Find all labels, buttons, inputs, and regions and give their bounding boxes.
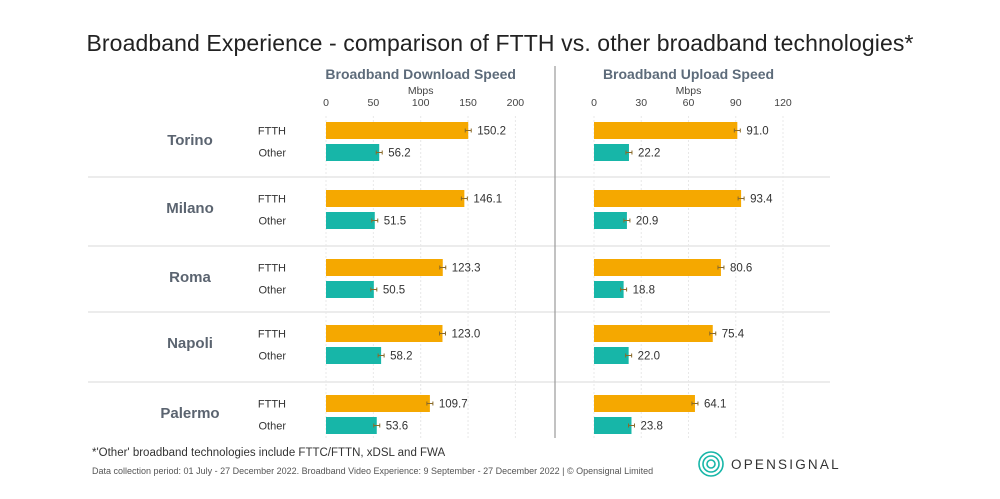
bar-other bbox=[326, 417, 377, 434]
unit-label: Mbps bbox=[676, 85, 702, 97]
tick-label: 90 bbox=[730, 97, 742, 109]
series-label-ftth: FTTH bbox=[258, 194, 286, 206]
bar-ftth bbox=[326, 190, 465, 207]
data-label: 109.7 bbox=[439, 399, 468, 411]
tick-label: 0 bbox=[323, 97, 329, 109]
tick-label: 30 bbox=[635, 97, 647, 109]
tick-label: 150 bbox=[459, 97, 477, 109]
series-label-ftth: FTTH bbox=[258, 399, 286, 411]
tick-label: 100 bbox=[412, 97, 430, 109]
series-label-other: Other bbox=[258, 148, 286, 160]
panel-title: Broadband Upload Speed bbox=[603, 66, 774, 82]
bar-ftth bbox=[326, 325, 443, 342]
opensignal-logo-icon bbox=[698, 451, 724, 477]
data-label: 58.2 bbox=[390, 351, 412, 363]
bar-other bbox=[326, 281, 374, 298]
footnote: *'Other' broadband technologies include … bbox=[92, 447, 446, 459]
data-label: 75.4 bbox=[722, 329, 745, 341]
unit-label: Mbps bbox=[408, 85, 434, 97]
data-label: 18.8 bbox=[633, 285, 655, 297]
data-label: 53.6 bbox=[386, 421, 408, 433]
data-label: 51.5 bbox=[384, 216, 406, 228]
brand-logo: OPENSIGNAL bbox=[697, 451, 847, 477]
bar-ftth bbox=[326, 259, 443, 276]
data-collection-note: Data collection period: 01 July - 27 Dec… bbox=[92, 466, 654, 476]
bar-other bbox=[594, 417, 632, 434]
bar-ftth bbox=[594, 325, 713, 342]
tick-label: 200 bbox=[507, 97, 525, 109]
bar-ftth bbox=[594, 122, 738, 139]
bar-other bbox=[594, 144, 629, 161]
data-label: 22.2 bbox=[638, 148, 660, 160]
series-label-other: Other bbox=[258, 285, 286, 297]
bar-other bbox=[326, 212, 375, 229]
city-label: Roma bbox=[169, 269, 211, 286]
series-label-ftth: FTTH bbox=[258, 126, 286, 138]
series-label-ftth: FTTH bbox=[258, 329, 286, 341]
series-label-other: Other bbox=[258, 216, 286, 228]
data-label: 91.0 bbox=[746, 126, 768, 138]
series-label-other: Other bbox=[258, 351, 286, 363]
data-label: 23.8 bbox=[640, 421, 662, 433]
tick-label: 120 bbox=[774, 97, 792, 109]
bar-other bbox=[326, 144, 380, 161]
panel-title: Broadband Download Speed bbox=[325, 66, 516, 82]
data-label: 20.9 bbox=[636, 216, 658, 228]
tick-label: 0 bbox=[591, 97, 597, 109]
chart-title: Broadband Experience - comparison of FTT… bbox=[86, 30, 914, 56]
bar-ftth bbox=[326, 122, 469, 139]
brand-name: OPENSIGNAL bbox=[731, 457, 841, 472]
bar-other bbox=[594, 212, 627, 229]
city-label: Torino bbox=[167, 132, 213, 149]
city-label: Milano bbox=[166, 200, 214, 217]
series-label-ftth: FTTH bbox=[258, 263, 286, 275]
data-label: 50.5 bbox=[383, 285, 405, 297]
data-label: 56.2 bbox=[388, 148, 410, 160]
bar-ftth bbox=[594, 259, 721, 276]
bar-other bbox=[594, 281, 624, 298]
data-label: 123.3 bbox=[452, 263, 481, 275]
data-label: 22.0 bbox=[638, 351, 660, 363]
bar-ftth bbox=[594, 190, 742, 207]
city-label: Palermo bbox=[160, 405, 219, 422]
data-label: 150.2 bbox=[477, 126, 506, 138]
tick-label: 60 bbox=[683, 97, 695, 109]
data-label: 80.6 bbox=[730, 263, 752, 275]
data-label: 93.4 bbox=[750, 194, 773, 206]
bar-ftth bbox=[594, 395, 695, 412]
city-label: Napoli bbox=[167, 335, 213, 352]
bar-other bbox=[594, 347, 629, 364]
data-label: 123.0 bbox=[451, 329, 480, 341]
bar-ftth bbox=[326, 395, 430, 412]
data-label: 146.1 bbox=[473, 194, 502, 206]
series-label-other: Other bbox=[258, 421, 286, 433]
tick-label: 50 bbox=[368, 97, 380, 109]
bar-other bbox=[326, 347, 382, 364]
data-label: 64.1 bbox=[704, 399, 726, 411]
